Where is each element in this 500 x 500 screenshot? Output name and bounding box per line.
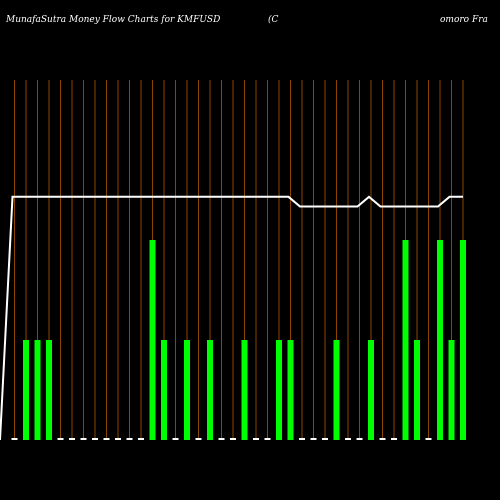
bar [149,240,156,440]
bar [345,438,351,440]
bar [414,340,420,440]
bar [34,340,41,440]
bar [299,438,305,440]
bar [356,438,363,440]
bar [207,340,213,440]
bar [80,438,87,440]
bar [218,438,225,440]
bar-series [11,240,466,440]
bar [253,438,259,440]
bar [264,438,271,440]
bar [425,438,432,440]
bar [333,340,340,440]
bar [310,438,317,440]
grid-lines [14,80,464,440]
bar [437,240,443,440]
bar [230,438,236,440]
chart-title-right-a: (C [268,14,279,25]
bar [46,340,52,440]
bar [322,438,328,440]
chart-title: MunafaSutra Money Flow Charts for KMFUSD [5,15,220,25]
chart-title-right-b: omoro Fra [440,15,488,25]
bar [276,340,282,440]
bar [126,438,133,440]
bar [23,340,29,440]
bar [57,438,64,440]
bar [115,438,121,440]
bar [172,438,179,440]
bar [69,438,75,440]
bar [379,438,386,440]
bar [391,438,397,440]
bar [448,340,455,440]
bar [138,438,144,440]
bar [161,340,167,440]
bar [368,340,374,440]
bar [241,340,248,440]
bar [195,438,202,440]
bar [92,438,98,440]
bar [103,438,110,440]
line-series [0,195,463,441]
bar [184,340,190,440]
bar [460,240,466,440]
bar [11,438,18,440]
bar [287,340,294,440]
bar [402,240,409,440]
